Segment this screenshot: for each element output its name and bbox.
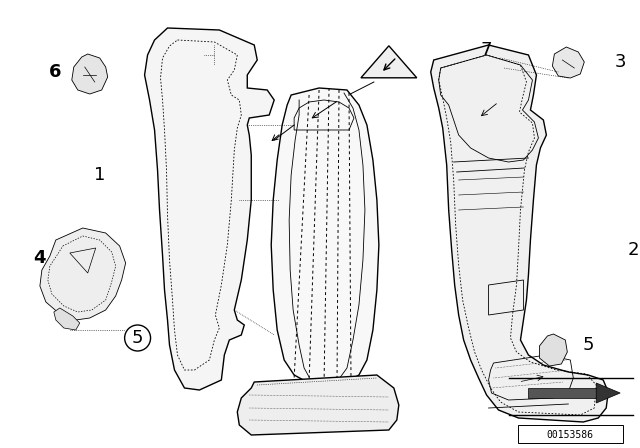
Polygon shape [540, 334, 567, 366]
Text: 00153586: 00153586 [547, 430, 594, 440]
Polygon shape [271, 88, 379, 382]
Text: 5: 5 [132, 329, 143, 347]
Text: 2: 2 [627, 241, 639, 259]
Polygon shape [40, 228, 125, 320]
Polygon shape [431, 45, 608, 422]
Circle shape [547, 344, 559, 356]
Polygon shape [54, 308, 80, 330]
Polygon shape [72, 54, 108, 94]
Text: 7: 7 [481, 41, 492, 59]
Text: 4: 4 [34, 249, 46, 267]
Polygon shape [237, 375, 399, 435]
Polygon shape [529, 388, 598, 398]
Polygon shape [552, 47, 584, 78]
Text: 3: 3 [614, 53, 626, 71]
Polygon shape [361, 46, 417, 78]
Circle shape [125, 325, 150, 351]
Text: 6: 6 [49, 63, 61, 81]
Text: 5: 5 [582, 336, 594, 354]
Text: 1: 1 [94, 166, 106, 184]
Polygon shape [145, 28, 274, 390]
Circle shape [302, 373, 312, 383]
Polygon shape [596, 383, 620, 403]
